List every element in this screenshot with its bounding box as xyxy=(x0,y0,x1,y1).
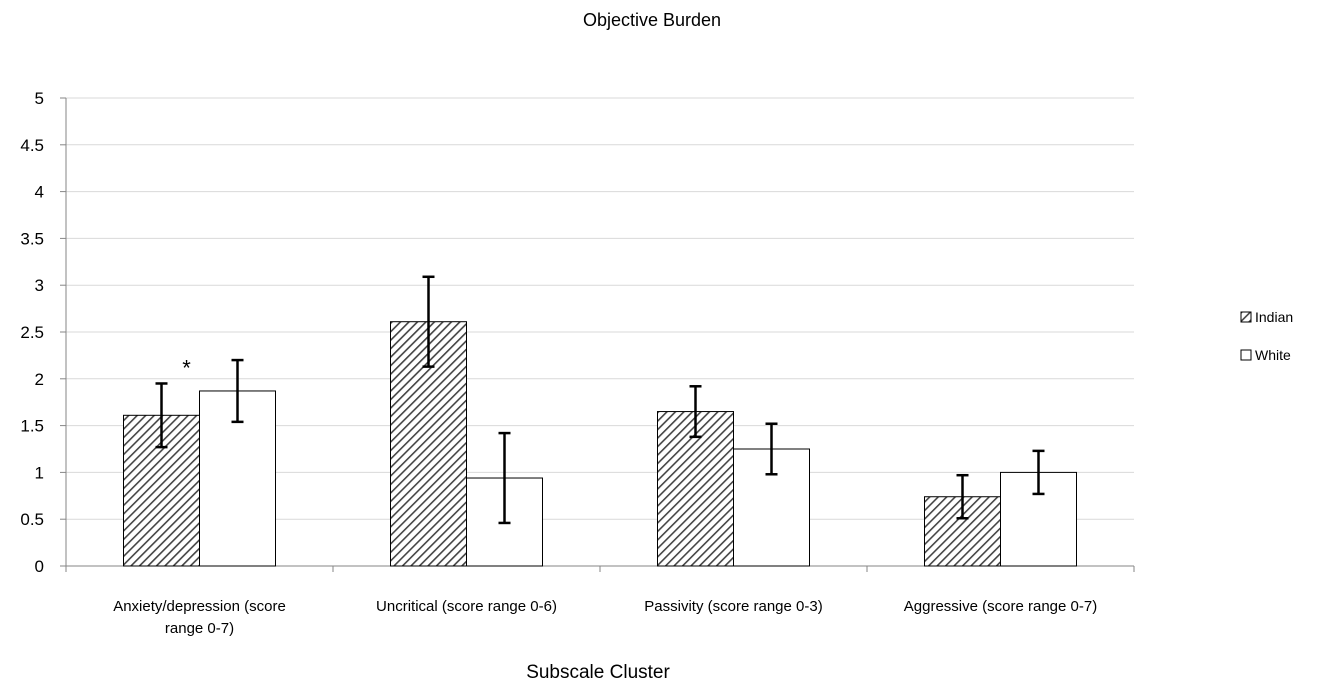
error-bar-white xyxy=(231,358,244,424)
y-tick-label: 1 xyxy=(35,463,44,482)
legend-label-indian: Indian xyxy=(1255,309,1293,325)
x-tick-label: range 0-7) xyxy=(165,620,234,637)
error-bar-white xyxy=(498,431,511,525)
error-bars xyxy=(155,275,1045,525)
y-tick-label: 3.5 xyxy=(20,229,44,248)
error-bar-white xyxy=(1032,449,1045,496)
y-tick-label: 2 xyxy=(35,370,44,389)
significance-marker: * xyxy=(182,355,191,380)
error-bar-indian xyxy=(689,385,702,439)
error-bar-indian xyxy=(956,473,969,520)
x-tick-label: Passivity (score range 0-3) xyxy=(644,598,822,615)
y-tick-label: 4.5 xyxy=(20,136,44,155)
x-tick-label: Anxiety/depression (score xyxy=(113,598,286,615)
error-bar-white xyxy=(765,422,778,476)
error-bar-indian xyxy=(155,382,168,449)
y-tick-label: 1.5 xyxy=(20,417,44,436)
legend: Indian White xyxy=(1240,309,1293,363)
annotations: * xyxy=(182,355,191,380)
y-tick-label: 5 xyxy=(35,89,44,108)
y-tick-labels: 0 0.5 1 1.5 2 2.5 3 3.5 4 4.5 5 xyxy=(20,89,44,576)
legend-swatch-white xyxy=(1240,349,1252,361)
x-tick-label: Aggressive (score range 0-7) xyxy=(904,598,1097,615)
legend-swatch-indian xyxy=(1240,311,1252,323)
y-tick-label: 0 xyxy=(35,557,44,576)
bars xyxy=(123,321,1077,567)
y-tick-label: 4 xyxy=(35,183,44,202)
chart-title: Objective Burden xyxy=(583,10,721,30)
x-tick-labels: Anxiety/depression (score range 0-7) Uncri… xyxy=(113,598,1097,637)
y-tick-label: 2.5 xyxy=(20,323,44,342)
y-tick-label: 3 xyxy=(35,276,44,295)
x-axis-title: Subscale Cluster xyxy=(526,662,670,683)
y-tick-label: 0.5 xyxy=(20,510,44,529)
legend-label-white: White xyxy=(1255,347,1291,363)
x-tick-label: Uncritical (score range 0-6) xyxy=(376,598,557,615)
error-bar-indian xyxy=(422,275,435,368)
